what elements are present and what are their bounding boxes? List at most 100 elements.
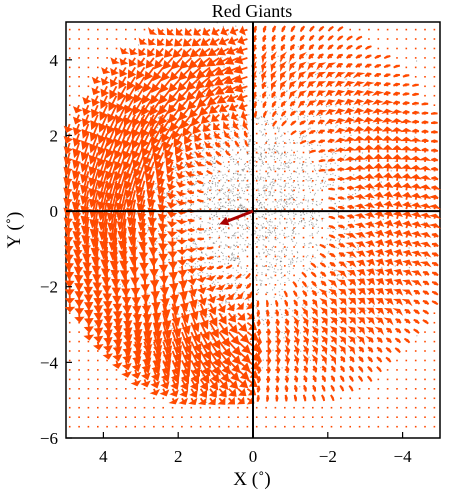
- vector-arrow: [172, 47, 183, 59]
- star-point: [285, 163, 287, 165]
- star-point: [215, 190, 217, 192]
- star-point: [337, 214, 339, 216]
- star-point: [290, 107, 292, 109]
- vector-arrow: [275, 366, 281, 374]
- vector-arrow: [284, 353, 291, 367]
- vector-arrow: [284, 198, 286, 201]
- star-point: [211, 231, 213, 234]
- vector-arrow: [410, 231, 422, 238]
- vector-arrow: [209, 208, 211, 210]
- star-point: [304, 225, 306, 227]
- vector-arrow: [103, 341, 113, 353]
- vector-arrow: [363, 125, 374, 134]
- star-point: [212, 251, 214, 253]
- star-point: [330, 200, 332, 202]
- star-point: [307, 180, 309, 182]
- vector-arrow: [266, 353, 272, 367]
- vector-arrow: [196, 198, 204, 203]
- star-point: [259, 95, 261, 97]
- star-point: [199, 232, 201, 234]
- star-point: [150, 153, 152, 155]
- vector-arrow: [366, 297, 375, 306]
- vector-arrow: [431, 176, 439, 181]
- vector-arrow: [74, 275, 84, 293]
- vector-arrow: [93, 331, 104, 343]
- star-point: [273, 167, 275, 169]
- star-point: [223, 184, 225, 186]
- star-point: [335, 209, 337, 211]
- vector-arrow: [284, 325, 291, 338]
- star-point: [187, 188, 189, 190]
- star-point: [355, 337, 357, 339]
- star-point: [310, 163, 312, 165]
- star-point: [294, 171, 296, 173]
- star-point: [214, 162, 217, 164]
- star-point: [344, 198, 347, 200]
- star-point: [343, 147, 346, 149]
- vector-arrow: [318, 149, 326, 153]
- vector-arrow: [255, 406, 258, 409]
- star-point: [169, 275, 171, 277]
- vector-arrow: [330, 394, 335, 402]
- vector-arrow: [213, 122, 221, 131]
- star-point: [231, 184, 233, 186]
- star-point: [244, 274, 246, 276]
- star-point: [305, 171, 307, 173]
- star-point: [336, 205, 338, 207]
- vector-arrow: [373, 162, 384, 172]
- vector-arrow: [206, 169, 213, 175]
- vector-arrow: [175, 27, 184, 36]
- vector-arrow: [88, 171, 99, 198]
- star-point: [214, 242, 216, 244]
- vector-arrow: [353, 174, 366, 181]
- vector-arrow: [353, 203, 366, 210]
- star-point: [232, 259, 235, 261]
- star-point: [261, 134, 264, 136]
- star-point: [272, 178, 274, 181]
- vector-arrow: [384, 248, 394, 257]
- vector-arrow: [78, 416, 80, 418]
- star-point: [233, 248, 235, 250]
- star-point: [279, 185, 281, 187]
- vector-arrow: [374, 229, 385, 238]
- star-point: [192, 153, 194, 155]
- star-point: [274, 148, 276, 151]
- vector-arrow: [255, 198, 258, 201]
- vector-arrow: [338, 307, 347, 316]
- star-point: [316, 200, 318, 203]
- star-point: [201, 221, 203, 223]
- vector-arrow: [157, 228, 168, 242]
- vector-arrow: [208, 312, 218, 327]
- vector-arrow: [320, 354, 327, 366]
- vector-arrow: [419, 175, 432, 181]
- star-point: [310, 287, 312, 289]
- star-point: [314, 168, 316, 170]
- star-point: [239, 116, 241, 118]
- vector-arrow: [419, 231, 432, 238]
- vector-arrow: [347, 195, 355, 200]
- star-point: [326, 290, 328, 292]
- vector-arrow: [340, 425, 342, 428]
- vector-arrow: [367, 356, 374, 363]
- star-point: [216, 231, 218, 233]
- star-point: [290, 263, 292, 265]
- star-point: [326, 173, 328, 175]
- vector-arrow: [358, 346, 365, 353]
- vector-arrow: [402, 74, 410, 78]
- star-point: [286, 198, 288, 200]
- vector-arrow: [106, 388, 108, 390]
- vector-arrow: [275, 335, 282, 348]
- vector-arrow: [191, 38, 202, 47]
- vector-arrow: [419, 212, 432, 219]
- star-point: [269, 283, 271, 285]
- vector-arrow: [275, 309, 280, 317]
- vector-arrow: [147, 37, 157, 46]
- star-point: [217, 223, 219, 226]
- vector-arrow: [336, 270, 347, 278]
- star-point: [231, 235, 233, 237]
- star-point: [194, 156, 196, 159]
- vector-arrow: [357, 297, 366, 306]
- star-point: [220, 206, 222, 208]
- vector-arrow: [82, 104, 92, 116]
- vector-arrow: [281, 120, 287, 127]
